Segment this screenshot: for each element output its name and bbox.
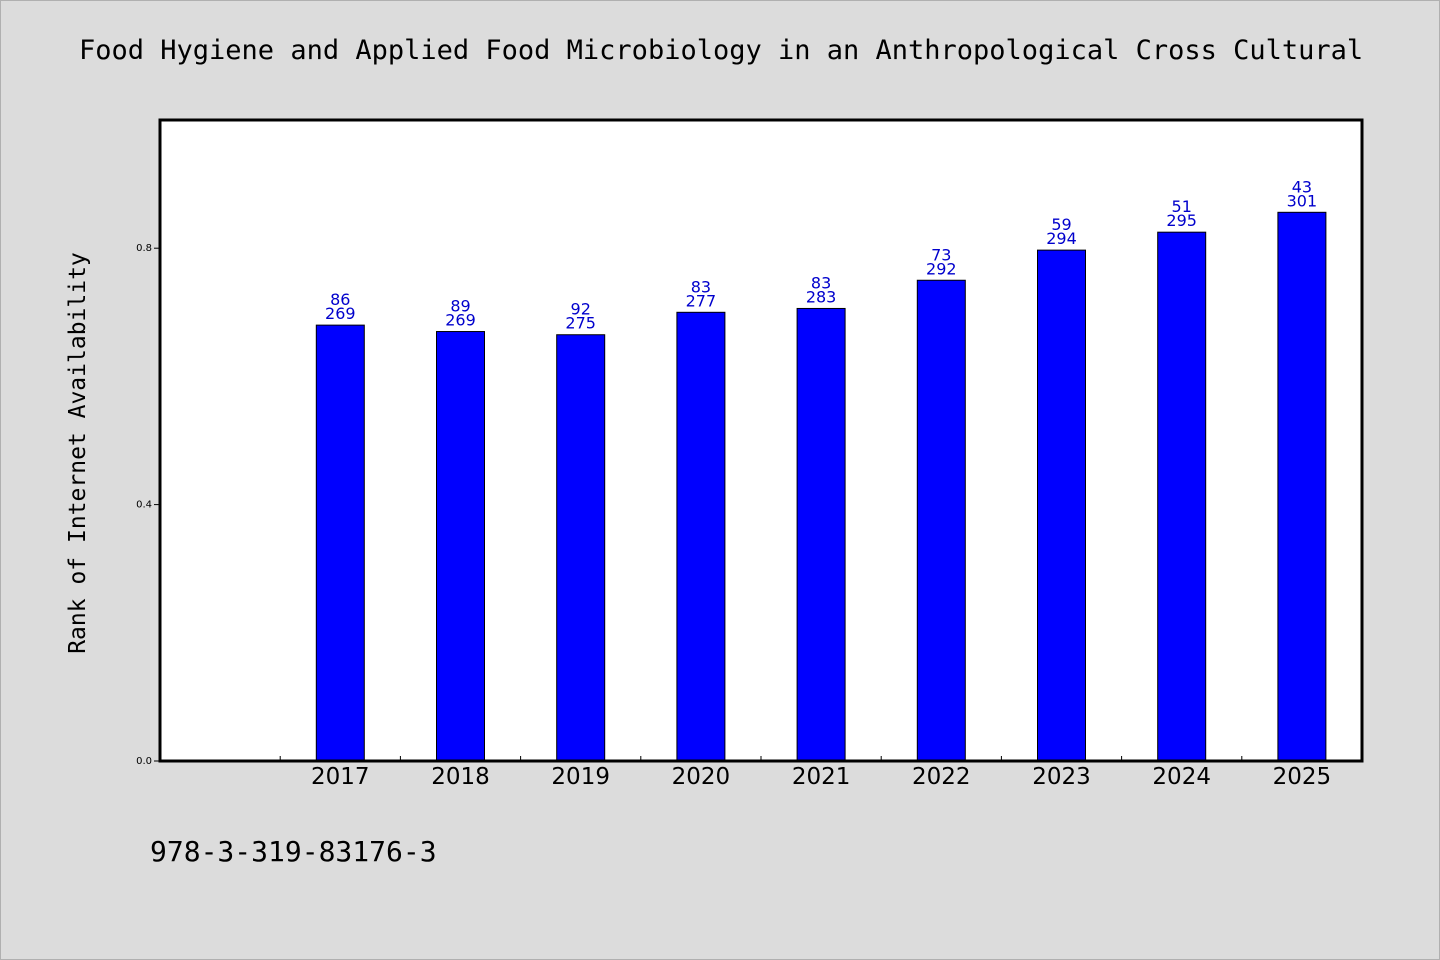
chart-title: Food Hygiene and Applied Food Microbiolo… bbox=[79, 35, 1364, 66]
x-tick-label-2021: 2021 bbox=[792, 764, 851, 790]
bar-label-bottom-2021: 283 bbox=[806, 287, 837, 306]
bar-label-bottom-2020: 277 bbox=[686, 291, 717, 310]
bar-2017 bbox=[315, 324, 365, 762]
bar-2018 bbox=[436, 331, 485, 762]
x-tick-label-2017: 2017 bbox=[311, 764, 370, 790]
bar-label-bottom-2024: 295 bbox=[1166, 211, 1197, 230]
x-tick-label-2025: 2025 bbox=[1273, 764, 1332, 790]
bar-label-top-2022: 73 bbox=[931, 245, 951, 264]
bar-label-top-2023: 59 bbox=[1051, 215, 1071, 234]
bar-2019 bbox=[556, 334, 606, 762]
bar-2023 bbox=[1037, 249, 1086, 762]
bar-label-top-2021: 83 bbox=[811, 273, 831, 292]
bar-label-top-2018: 89 bbox=[450, 297, 470, 316]
x-tick-label-2020: 2020 bbox=[672, 764, 731, 790]
y-tick-label: 0.0 bbox=[136, 756, 152, 767]
x-tick-label-2024: 2024 bbox=[1152, 764, 1211, 790]
bar-2024 bbox=[1157, 231, 1207, 762]
x-tick-label-2023: 2023 bbox=[1032, 764, 1091, 790]
bar-2021 bbox=[796, 307, 846, 762]
bar-label-bottom-2019: 275 bbox=[565, 314, 596, 333]
bar-label-top-2025: 43 bbox=[1292, 177, 1312, 196]
bar-2020 bbox=[676, 311, 726, 762]
bar-label-top-2019: 92 bbox=[571, 300, 591, 319]
y-tick-label: 0.8 bbox=[136, 243, 152, 254]
bar-label-top-2017: 86 bbox=[330, 290, 350, 309]
x-tick-label-2022: 2022 bbox=[912, 764, 971, 790]
bar-label-top-2020: 83 bbox=[691, 277, 711, 296]
bar-label-bottom-2018: 269 bbox=[445, 311, 476, 330]
x-tick-label-2018: 2018 bbox=[431, 764, 490, 790]
bar-2025 bbox=[1277, 211, 1327, 762]
bar-label-top-2024: 51 bbox=[1172, 197, 1192, 216]
bar-label-bottom-2023: 294 bbox=[1046, 229, 1077, 248]
plot-frame bbox=[158, 118, 1364, 763]
y-tick-label: 0.4 bbox=[136, 500, 152, 511]
book-code: 978-3-319-83176-3 bbox=[150, 835, 437, 868]
x-tick-label-2019: 2019 bbox=[551, 764, 610, 790]
bar-label-bottom-2017: 269 bbox=[325, 304, 356, 323]
bar-label-bottom-2025: 301 bbox=[1287, 191, 1318, 210]
bar-2022 bbox=[916, 279, 966, 762]
bar-label-bottom-2022: 292 bbox=[926, 259, 957, 278]
